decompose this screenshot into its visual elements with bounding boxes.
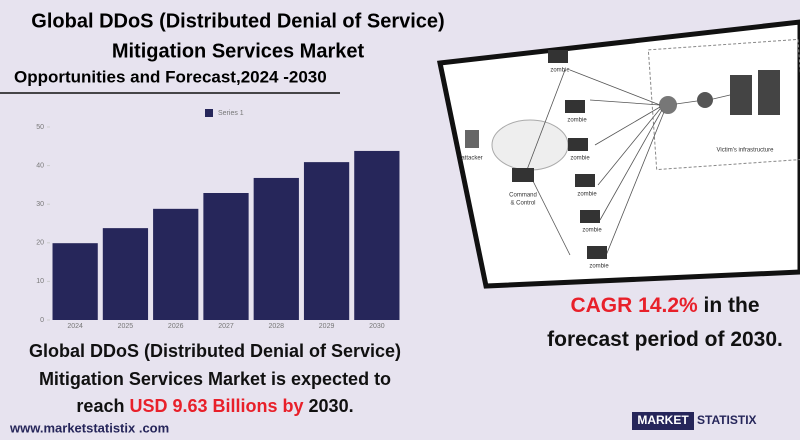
logo-box	[632, 412, 694, 430]
text-segment: Mitigation Services Market is expected t…	[39, 369, 391, 389]
bar	[203, 193, 249, 320]
zombie-icon	[580, 210, 600, 223]
zombie-label: zombie	[582, 228, 602, 234]
y-tick-label: 20	[36, 240, 44, 247]
attacker-icon	[465, 130, 479, 148]
zombie-label: zombie	[570, 156, 590, 162]
zombie-icon	[568, 138, 588, 151]
arrows	[524, 69, 731, 259]
server	[730, 75, 752, 115]
x-tick-label: 2025	[118, 323, 134, 330]
zombie-icon	[548, 50, 568, 63]
x-tick-label: 2030	[369, 323, 385, 330]
arrow	[524, 69, 566, 176]
victim-label: Victim's infrastructure	[716, 148, 774, 154]
server	[758, 70, 780, 115]
legend-swatch	[205, 109, 213, 117]
summary-line: Global DDoS (Distributed Denial of Servi…	[29, 341, 401, 361]
diagram-card	[436, 19, 800, 289]
bar	[102, 228, 149, 320]
arrow	[589, 99, 661, 106]
y-tick-label: 0	[40, 317, 44, 324]
bar	[253, 177, 299, 320]
bar	[153, 208, 199, 320]
arrow	[599, 109, 663, 221]
x-tick-label: 2026	[168, 323, 184, 330]
arrow	[529, 174, 571, 256]
summary-line: reach USD 9.63 Billions by 2030.	[76, 396, 353, 416]
arrow	[712, 94, 731, 100]
footer-url: www.marketstatistix .com	[9, 420, 169, 435]
firewall	[697, 92, 713, 108]
network-diagram: Victim's infrastructure attacker Command…	[436, 19, 800, 289]
text-segment: reach	[76, 396, 129, 416]
command-icon	[512, 168, 534, 182]
legend-label: Series 1	[218, 110, 244, 117]
text-segment: Global DDoS (Distributed Denial of Servi…	[29, 341, 401, 361]
x-tick-label: 2028	[268, 323, 284, 330]
x-tick-label: 2027	[218, 323, 234, 330]
y-tick-label: 30	[36, 201, 44, 208]
logo-text: MARKET	[637, 413, 689, 427]
x-tick-label: 2024	[67, 323, 83, 330]
zombie-icon	[587, 246, 607, 259]
zombie-icon	[575, 174, 595, 187]
text-segment: USD 9.63 Billions by	[129, 396, 303, 416]
title-line: Global DDoS (Distributed Denial of Servi…	[31, 10, 444, 32]
text-segment: 2030.	[304, 396, 354, 416]
cagr-line: CAGR 14.2% in the	[570, 294, 759, 317]
router	[659, 96, 677, 114]
logo-text: STATISTIX	[697, 413, 757, 427]
victim-box	[647, 38, 800, 171]
zombies: zombie zombie zombie zombie zombie zombie	[548, 50, 609, 270]
y-tick-label: 50	[36, 124, 44, 131]
command-label: & Control	[510, 201, 535, 207]
bar	[354, 150, 400, 320]
y-tick-label: 40	[36, 162, 44, 169]
bar	[52, 243, 98, 320]
arrow	[604, 111, 665, 259]
y-tick-label: 10	[36, 278, 44, 285]
text-segment: forecast period of 2030.	[547, 328, 783, 351]
arrow	[675, 100, 698, 105]
title-line: Mitigation Services Market	[112, 40, 365, 62]
text-segment: CAGR 14.2%	[570, 294, 698, 317]
zombie-label: zombie	[589, 264, 609, 270]
text-segment: in the	[698, 294, 760, 317]
zombie-icon	[565, 100, 585, 113]
summary-line: Mitigation Services Market is expected t…	[39, 369, 391, 389]
bar	[303, 162, 350, 320]
subtitle: Opportunities and Forecast,2024 -2030	[14, 67, 327, 86]
zombie-label: zombie	[567, 118, 587, 124]
zombie-label: zombie	[577, 192, 597, 198]
arrow	[569, 69, 661, 106]
arrow	[594, 106, 661, 146]
command-label: Command	[509, 193, 537, 199]
zombie-label: zombie	[550, 68, 570, 74]
attacker-label: attacker	[461, 156, 482, 162]
x-tick-label: 2029	[319, 323, 335, 330]
cagr-line: forecast period of 2030.	[547, 328, 783, 351]
arrow	[597, 108, 661, 186]
